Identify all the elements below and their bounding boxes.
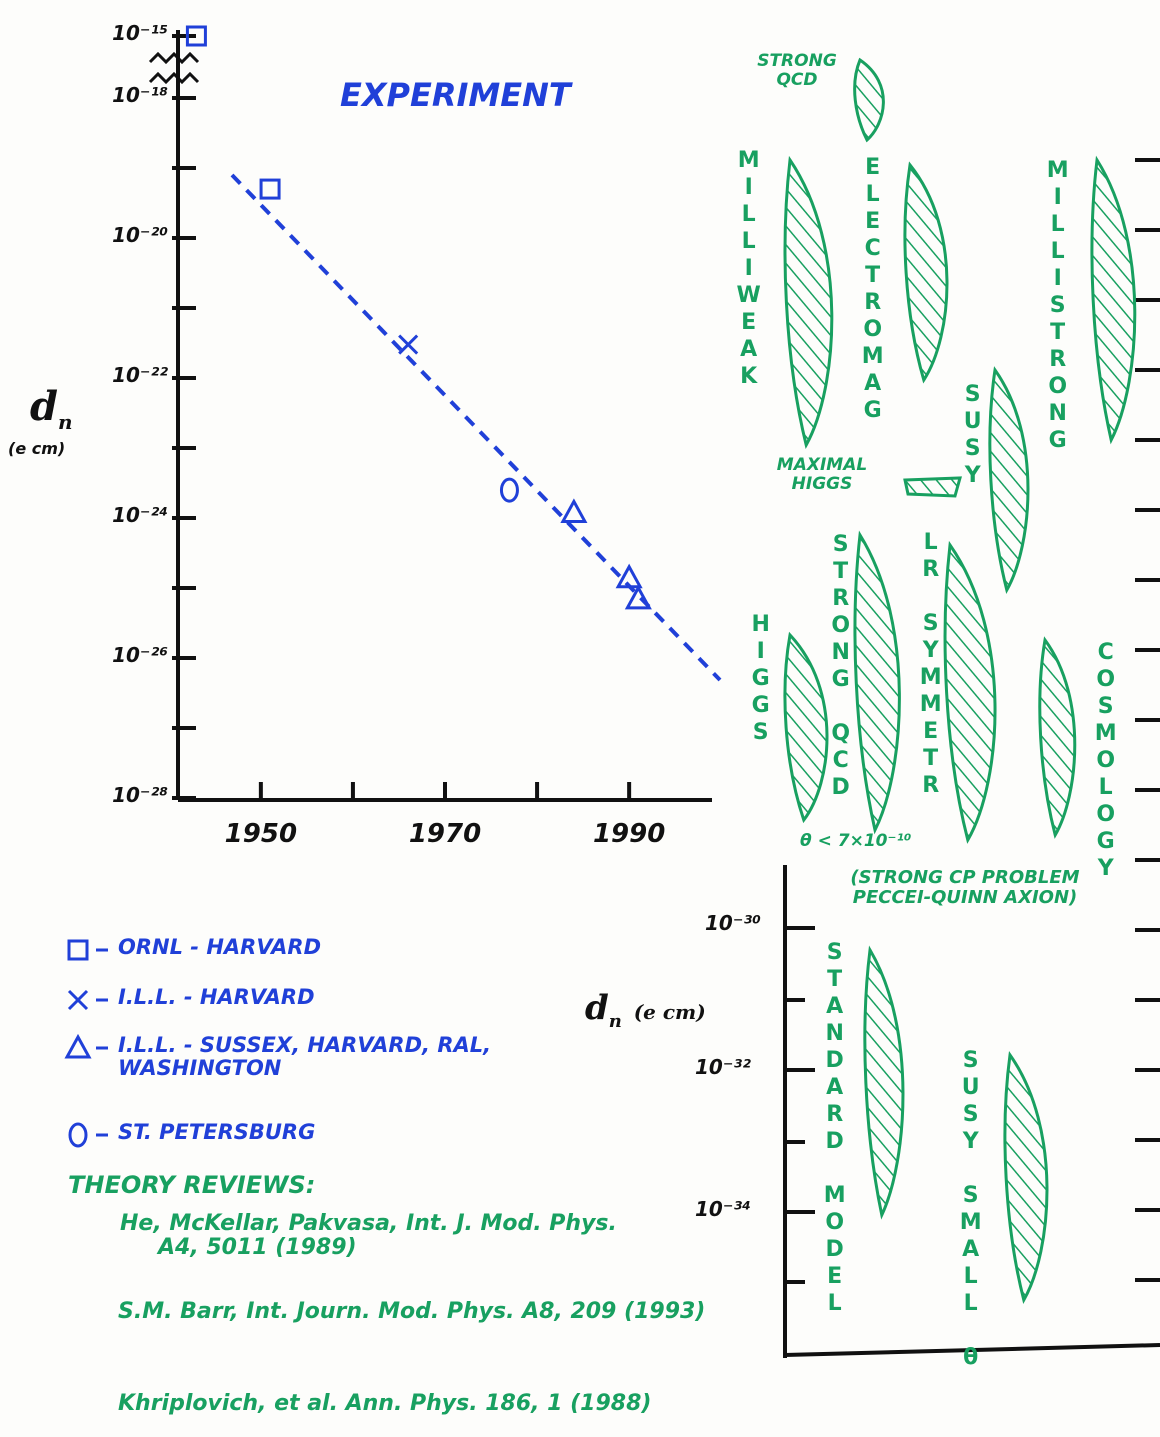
theory-axis-unit: (e cm) (634, 1000, 706, 1024)
hatched-band (865, 950, 903, 1215)
theory-axis-sub: n (609, 1011, 622, 1032)
legend-symbol (70, 1124, 86, 1146)
theory-axis-d: d (585, 988, 609, 1028)
theory-label: HIGGS (748, 612, 772, 747)
data-point (261, 180, 279, 198)
page: EXPERIMENT dn (e cm) STRONG QCD MILLIWEA… (0, 0, 1160, 1437)
reference: Khriplovich, et al. Ann. Phys. 186, 1 (1… (118, 1392, 818, 1416)
hatched-band (855, 535, 899, 830)
legend-entry: ORNL - HARVARD (118, 936, 588, 959)
y-tick-label: 10⁻²² (78, 364, 168, 386)
data-point (399, 336, 417, 354)
y-tick-label: 10⁻¹⁸ (78, 84, 168, 106)
data-point (563, 501, 585, 521)
theory-label: COSMOLOGY (1093, 640, 1117, 883)
legend-symbol (69, 991, 87, 1009)
hatched-band (855, 60, 884, 140)
legend-entry: I.L.L. - SUSSEX, HARVARD, RAL, WASHINGTO… (118, 1034, 588, 1080)
axis-break (150, 54, 198, 82)
data-point (501, 479, 517, 501)
legend-symbol (69, 941, 87, 959)
y-tick-label: 10⁻¹⁵ (78, 22, 168, 44)
data-point (627, 588, 649, 608)
edge-ticks (1135, 160, 1160, 1280)
theory-label: STANDARD MODEL (822, 940, 846, 1318)
y-tick-label: 10⁻²⁴ (78, 504, 168, 526)
hatched-band (785, 635, 827, 820)
legend-entry: I.L.L. - HARVARD (118, 986, 588, 1009)
hatched-band (1005, 1055, 1047, 1300)
theory-label: STRONG QCD (828, 532, 852, 802)
hatched-band (945, 545, 995, 840)
x-tick-label: 1970 (405, 820, 485, 849)
x-tick-label: 1950 (221, 820, 301, 849)
reference: S.M. Barr, Int. Journ. Mod. Phys. A8, 20… (118, 1300, 756, 1324)
theory-tick-label: 10⁻³⁰ (705, 912, 761, 934)
hatched-band (1092, 160, 1135, 440)
y-label-symbol: dn (30, 385, 73, 433)
theory-ticks (785, 928, 815, 1282)
hatched-band (905, 165, 947, 380)
theory-label: MILLISTRONG (1045, 158, 1069, 455)
hatched-band (1040, 640, 1075, 835)
theory-label: (STRONG CP PROBLEM PECCEI-QUINN AXION) (850, 868, 1080, 908)
y-label-unit: (e cm) (8, 440, 65, 458)
theory-label: θ < 7×10⁻¹⁰ (800, 832, 911, 851)
theory-label: MILLIWEAK (736, 148, 760, 391)
y-tick-label: 10⁻²⁰ (78, 224, 168, 246)
x-tick-label: 1990 (589, 820, 669, 849)
hatched-band (785, 160, 832, 445)
hatched-band (990, 370, 1028, 590)
reviews-heading: THEORY REVIEWS: (68, 1172, 315, 1198)
chart-title: EXPERIMENT (340, 78, 571, 113)
theory-axis-label: dn (e cm) (585, 990, 706, 1032)
theory-tick-label: 10⁻³⁴ (695, 1198, 751, 1220)
hatched-band (905, 478, 960, 496)
theory-label: STRONG QCD (742, 52, 852, 89)
y-label-d: d (30, 383, 58, 430)
reference: He, McKellar, Pakvasa, Int. J. Mod. Phys… (120, 1212, 628, 1260)
y-label-sub: n (58, 410, 73, 434)
theory-label: MAXIMAL HIGGS (752, 456, 892, 493)
theory-label: ELECTROMAG (860, 155, 884, 425)
legend-symbol (67, 1037, 89, 1057)
theory-tick-label: 10⁻³² (695, 1056, 751, 1078)
theory-label: SUSY (960, 382, 984, 490)
theory-label: LR SYMMETR (918, 530, 942, 800)
y-tick-label: 10⁻²⁶ (78, 644, 168, 666)
legend-entry: ST. PETERSBURG (118, 1121, 588, 1144)
theory-label: SUSY SMALL θ (958, 1048, 982, 1372)
y-tick-label: 10⁻²⁸ (78, 784, 168, 806)
